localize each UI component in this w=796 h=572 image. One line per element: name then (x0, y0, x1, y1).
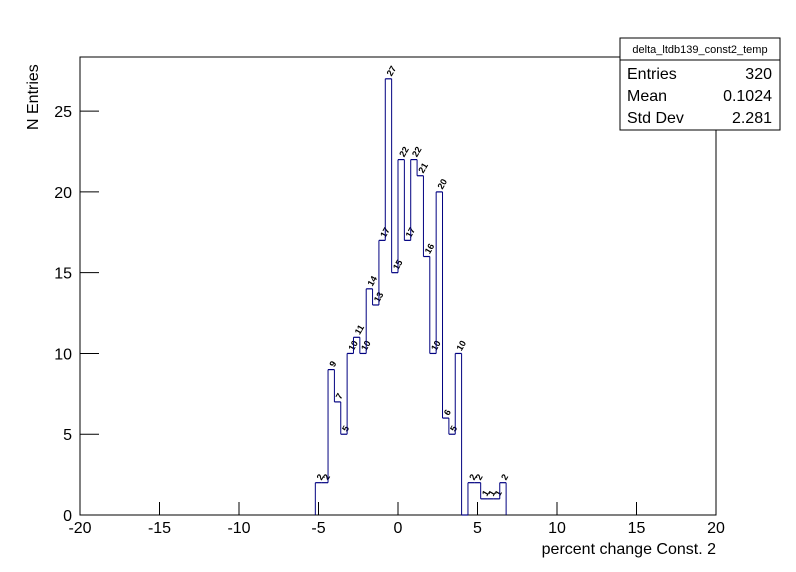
x-tick-label: -20 (68, 520, 91, 537)
y-axis-title: N Entries (25, 64, 42, 130)
stats-label: Mean (627, 88, 667, 105)
data-label: 2 (321, 472, 332, 481)
data-label: 2 (315, 472, 326, 481)
x-tick-label: 10 (548, 520, 566, 537)
data-label: 5 (448, 424, 459, 433)
x-tick-label: -5 (311, 520, 325, 537)
stats-box: delta_ltdb139_const2_temp Entries 320 Me… (619, 37, 781, 131)
y-tick-label: 0 (63, 508, 72, 525)
data-label: 7 (334, 392, 345, 401)
data-label: 22 (410, 145, 424, 159)
y-tick-label: 15 (54, 266, 72, 283)
x-tick-label: 5 (473, 520, 482, 537)
stats-frame (619, 37, 781, 131)
data-label: 2 (467, 472, 478, 481)
stats-value: 320 (745, 66, 772, 83)
x-tick-label: 0 (394, 520, 403, 537)
y-tick-label: 20 (54, 185, 72, 202)
data-label: 2 (474, 472, 485, 481)
x-axis-title: percent change Const. 2 (542, 541, 716, 558)
y-tick-label: 25 (54, 104, 72, 121)
data-label: 20 (435, 177, 449, 191)
data-label: 21 (416, 161, 430, 175)
x-tick-label: -10 (227, 520, 250, 537)
y-tick-label: 10 (54, 346, 72, 363)
data-label: 16 (423, 242, 437, 256)
data-label: 9 (327, 359, 338, 368)
x-tick-label: -15 (148, 520, 171, 537)
x-tick-label: 20 (707, 520, 725, 537)
x-tick-label: 15 (628, 520, 646, 537)
data-label: 2 (499, 472, 510, 481)
stats-value: 2.281 (732, 110, 772, 127)
data-label: 22 (397, 145, 411, 159)
data-label: 1 (486, 489, 497, 498)
stats-label: Std Dev (627, 110, 684, 127)
data-label: 6 (442, 408, 453, 417)
data-label: 1 (480, 489, 491, 498)
data-label: 11 (353, 323, 366, 336)
data-label: 14 (365, 274, 379, 288)
data-label: 1 (493, 489, 504, 498)
y-tick-label: 5 (63, 427, 72, 444)
data-label: 5 (340, 424, 351, 433)
stats-value: 0.1024 (723, 88, 772, 105)
data-label: 27 (385, 64, 399, 78)
stats-label: Entries (627, 66, 677, 83)
data-label: 10 (454, 339, 468, 353)
stats-title: delta_ltdb139_const2_temp (632, 44, 767, 56)
